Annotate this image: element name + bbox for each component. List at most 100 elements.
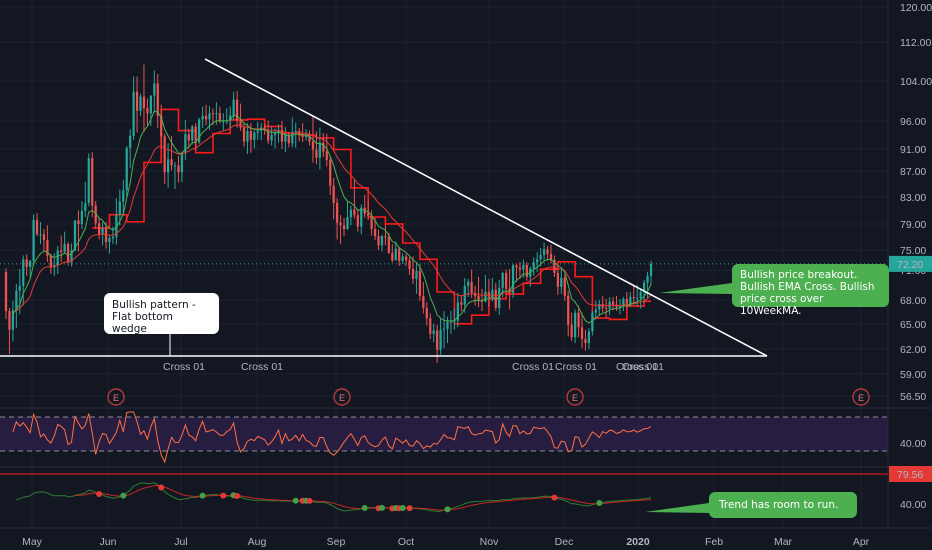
candle-body: [563, 277, 566, 296]
candle-body: [56, 250, 59, 265]
candle-body: [249, 130, 253, 140]
candle-body: [291, 132, 294, 144]
candle-body: [39, 234, 42, 236]
price-tick: 83.00: [900, 192, 926, 204]
candle-body: [256, 130, 259, 133]
candle-body: [477, 295, 480, 301]
candle-body: [125, 147, 128, 191]
candle-body: [491, 289, 494, 297]
breakout-annotation[interactable]: Bullish price breakout. Bullish EMA Cros…: [732, 264, 889, 317]
rsi-line: [12, 411, 652, 464]
candle-body: [253, 132, 256, 140]
macd-cross-dot: [361, 505, 368, 511]
candle-body: [580, 327, 584, 339]
candle-body: [404, 256, 408, 261]
candle-body: [622, 298, 625, 307]
macd-pane: 79.56 40.00: [0, 466, 932, 513]
candle-body: [587, 331, 591, 344]
candle-body: [277, 129, 280, 134]
candle-body: [546, 249, 549, 254]
month-label: Jun: [100, 536, 117, 548]
earnings-marker-label: E: [113, 393, 119, 403]
price-tick: 91.00: [900, 144, 926, 156]
cross-label: Cross 01: [622, 361, 664, 373]
price-tick: 62.00: [900, 344, 926, 356]
candle-body: [211, 113, 215, 115]
month-label: Aug: [248, 536, 267, 548]
candle-body: [522, 264, 525, 270]
candle-body: [387, 236, 390, 253]
candle-body: [129, 135, 132, 148]
macd-cross-dot: [444, 506, 451, 513]
candle-body: [518, 267, 522, 270]
candle-body: [629, 296, 632, 306]
candle-body: [360, 207, 363, 227]
price-tick: 120.00: [900, 2, 932, 14]
candle-body: [598, 303, 601, 310]
candle-body: [66, 244, 70, 263]
candle-body: [432, 330, 435, 334]
candle-body: [322, 142, 325, 152]
price-tick: 65.00: [900, 319, 926, 331]
candle-body: [198, 119, 201, 143]
candle-body: [4, 271, 8, 312]
candle-body: [553, 259, 556, 273]
candle-body: [470, 281, 473, 293]
candle-body: [584, 338, 587, 344]
candle-body: [425, 307, 428, 319]
candle-body: [484, 291, 487, 302]
candle-body: [339, 222, 342, 226]
candle-body: [122, 190, 125, 202]
candle-body: [94, 205, 97, 224]
candle-body: [480, 300, 484, 302]
candle-body: [408, 260, 411, 269]
macd-cross-dot: [96, 491, 103, 497]
month-label: 2020: [626, 536, 650, 548]
candle-body: [246, 130, 249, 142]
candle-body: [149, 95, 152, 114]
pattern-annotation[interactable]: Bullish pattern - Flat bottom wedge: [104, 293, 219, 335]
candle-body: [315, 149, 318, 158]
cross-label: Cross 01: [512, 361, 554, 373]
earnings-marker-label: E: [858, 393, 864, 403]
macd-value-tag: [889, 466, 932, 482]
candle-body: [108, 238, 111, 243]
candle-body: [77, 220, 80, 224]
candle-body: [415, 270, 418, 279]
candle-body: [646, 275, 649, 283]
candle-body: [166, 159, 170, 173]
candle-body: [18, 285, 21, 291]
macd-value-label: 79.56: [897, 469, 923, 481]
candles-layer: [4, 64, 653, 364]
month-label: Feb: [705, 536, 723, 548]
candle-body: [204, 115, 208, 120]
ema-layer: [12, 110, 652, 324]
macd-tick: 40.00: [900, 499, 926, 511]
cross-label: Cross 01: [616, 361, 658, 373]
trend-annotation[interactable]: Trend has room to run.: [709, 492, 857, 518]
month-label: Oct: [398, 536, 414, 548]
candle-body: [570, 324, 573, 338]
candle-body: [532, 262, 535, 269]
candle-body: [73, 220, 77, 251]
candle-body: [208, 113, 211, 120]
candle-body: [422, 295, 425, 308]
candle-body: [487, 291, 491, 297]
candle-body: [373, 229, 377, 237]
candle-body: [273, 133, 277, 135]
candle-body: [573, 312, 577, 338]
candle-body: [29, 260, 32, 267]
candle-body: [594, 309, 597, 313]
candle-body: [15, 290, 18, 311]
candle-body: [235, 99, 239, 121]
ema-fast-line: [12, 110, 652, 324]
last-price-tag: [889, 255, 932, 272]
candle-body: [515, 265, 518, 268]
price-tick: 96.00: [900, 116, 926, 128]
candle-body: [618, 306, 622, 308]
macd-cross-dot: [399, 505, 406, 511]
candle-body: [332, 185, 335, 203]
candle-body: [511, 265, 515, 293]
macd-cross-dot: [234, 493, 241, 499]
candle-body: [439, 329, 442, 350]
